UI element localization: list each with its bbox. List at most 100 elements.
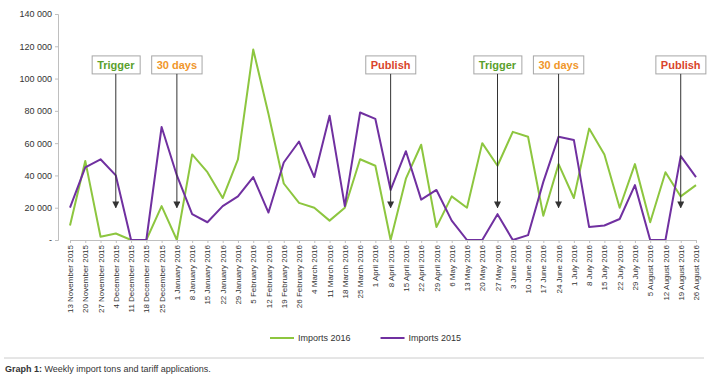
legend: Imports 2016Imports 2015 [270,333,461,343]
annotation: Trigger [92,56,140,208]
x-tick-mark [192,240,193,243]
caption: Graph 1: Weekly import tons and tariff a… [5,364,211,374]
separator [4,358,704,359]
x-tick-mark [207,240,208,243]
x-tick-mark [101,240,102,243]
y-tick: 60 000 [24,139,58,149]
x-tick-label: 15 April 2016 [402,244,411,291]
x-tick-mark [604,240,605,243]
x-tick: 8 January 2016 [188,240,197,300]
x-tick-label: 8 July 2016 [585,244,594,285]
annotation-arrow [390,74,391,208]
x-tick-mark [177,240,178,243]
x-tick-mark [589,240,590,243]
x-tick-mark [223,240,224,243]
y-tick-mark [55,175,58,176]
annotation-box [474,56,522,74]
x-tick-label: 20 May 2016 [478,244,487,291]
y-tick-mark [55,14,58,15]
y-tick-label: 60 000 [24,139,52,149]
x-tick-label: 26 February 2016 [295,244,304,308]
x-tick: 3 June 2016 [509,240,518,289]
x-tick-label: 4 March 2016 [310,244,319,293]
annotation-box [656,56,706,74]
x-tick-label: 13 November 2015 [66,244,75,313]
x-tick-label: 3 June 2016 [509,244,518,289]
x-tick-mark [299,240,300,243]
x-tick-mark [131,240,132,243]
x-tick-label: 10 June 2016 [524,244,533,293]
x-tick-mark [116,240,117,243]
annotation-box [366,56,416,74]
annotation: 30 days [152,56,202,208]
y-tick-label: - [49,235,52,245]
x-tick-label: 20 November 2015 [81,244,90,313]
x-tick: 5 February 2016 [249,240,258,304]
annotation-arrow [176,74,177,208]
annotation-label: Publish [371,59,411,71]
y-tick-mark [55,111,58,112]
annotation-arrow [680,74,681,208]
x-tick: 22 January 2016 [219,240,228,305]
y-tick-mark [55,79,58,80]
x-tick-label: 22 July 2016 [616,244,625,290]
x-tick-mark [665,240,666,243]
annotation: Trigger [474,56,522,208]
x-tick: 22 April 2016 [417,240,426,292]
x-tick-label: 12 August 2016 [662,244,671,300]
x-tick-mark [574,240,575,243]
x-tick-mark [452,240,453,243]
x-tick-mark [498,240,499,243]
x-tick-mark [528,240,529,243]
y-tick: 20 000 [24,203,58,213]
x-tick-mark [360,240,361,243]
x-tick-label: 24 June 2016 [555,244,564,293]
plot-area [70,50,696,240]
x-tick: 20 November 2015 [81,240,90,313]
annotation-arrow [115,74,116,208]
annotation: 30 days [533,56,583,208]
x-axis-line [71,241,697,244]
y-tick-mark [55,143,58,144]
x-tick-label: 1 April 2016 [371,244,380,287]
x-tick-label: 17 June 2016 [539,244,548,293]
x-tick-label: 22 April 2016 [417,244,426,291]
x-tick-label: 18 December 2015 [142,244,151,313]
legend-label: Imports 2016 [298,333,351,343]
x-tick: 15 April 2016 [402,240,411,292]
x-tick: 12 August 2016 [662,240,671,301]
x-tick-label: 11 March 2016 [326,244,335,297]
x-tick: 13 May 2016 [463,240,472,291]
y-tick-label: 120 000 [19,42,52,52]
x-tick-mark [146,240,147,243]
x-tick: 19 August 2016 [677,240,686,301]
annotation-label: Trigger [479,59,517,71]
x-tick-mark [268,240,269,243]
x-tick: 29 April 2016 [432,240,441,292]
x-tick-mark [391,240,392,243]
x-tick: 5 August 2016 [646,240,655,296]
annotation-label: Trigger [97,59,135,71]
y-tick-label: 80 000 [24,106,52,116]
x-tick-mark [482,240,483,243]
x-tick-mark [253,240,254,243]
x-tick-mark [238,240,239,243]
x-tick-mark [85,240,86,243]
y-tick-mark [55,240,58,241]
annotation-box [92,56,140,74]
x-tick-label: 18 March 2016 [341,244,350,298]
x-tick-label: 19 February 2016 [280,244,289,308]
y-tick-label: 100 000 [19,74,52,84]
x-tick: 25 March 2016 [356,240,365,298]
x-tick: 15 January 2016 [203,240,212,305]
x-tick-mark [543,240,544,243]
y-axis: -20 00040 00060 00080 000100 000120 0001… [19,9,58,245]
annotation-label: 30 days [157,59,197,71]
x-tick: 20 May 2016 [478,240,487,291]
x-tick: 8 April 2016 [387,240,396,287]
y-tick-label: 140 000 [19,9,52,19]
x-tick-mark [330,240,331,243]
annotation-box [533,56,583,74]
x-tick: 1 January 2016 [173,240,182,300]
x-tick-label: 1 July 2016 [570,244,579,285]
